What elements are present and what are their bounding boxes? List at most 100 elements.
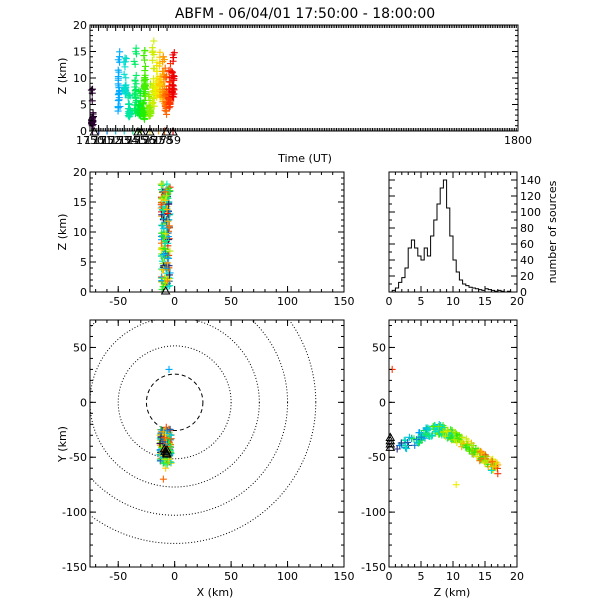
y-tick-label: 100 [520,206,541,219]
y-tick-label: -150 [62,561,87,574]
time-source-marker [121,58,129,66]
ground-triangle [385,442,396,451]
histogram-line [389,179,517,293]
time-source-marker [170,90,178,98]
range-ring [117,345,232,460]
zy-source-marker [492,458,500,466]
ground-triangle [385,439,396,448]
zy-source-marker [462,435,470,443]
xz-source-marker [162,196,170,204]
time-source-marker [141,47,149,55]
xz-source-marker [162,192,170,200]
time-source-marker [148,98,156,106]
time-source-marker [140,56,148,64]
xz-source-marker [165,271,173,279]
zy-source-marker [481,457,489,465]
x-tick-label: 0 [171,570,178,583]
time-source-marker [141,67,149,75]
xz-source-marker [159,206,167,214]
y-tick-label: 140 [520,174,541,187]
zy-source-marker [413,438,421,446]
time-source-marker [160,56,168,64]
xz-source-marker [163,277,171,285]
xz-source-marker [162,236,170,244]
y-tick-label: 10 [73,226,87,239]
time-source-marker [126,92,134,100]
time-source-marker [166,99,174,107]
time-source-marker [163,73,171,81]
plan-source-marker [160,434,168,442]
zy-source-marker [451,429,459,437]
xz-source-marker [158,222,166,230]
plan-source-marker [166,425,174,433]
plan-inner [90,320,317,544]
y-tick-label: 15 [73,196,87,209]
zy-source-marker [494,470,502,478]
xz-source-marker [162,240,170,248]
zy-source-marker [429,423,437,431]
time-height-panel: 1750175117521753175417551756175717581759… [73,19,532,147]
range-ring [145,373,204,432]
zy-source-marker [441,432,449,440]
y-tick-label: 50 [372,341,386,354]
xz-source-marker [160,245,168,253]
range-ring [90,320,260,488]
zy-source-marker [470,448,478,456]
time-source-marker [135,87,143,95]
time-source-marker [132,93,140,101]
zy-source-marker [417,433,425,441]
y-tick-label: -50 [69,451,87,464]
time-source-marker [140,52,148,60]
x-tick-label: 150 [334,295,355,308]
y-tick-label: 20 [520,270,534,283]
time-source-marker [153,67,161,75]
zy-source-marker [468,441,476,449]
xz-source-marker [158,221,166,229]
histogram-y-label: number of sources [546,180,559,283]
y-tick-label: -100 [361,506,386,519]
xz-source-marker [165,222,173,230]
time-source-marker [148,56,156,64]
time-source-marker [161,102,169,110]
zy-source-marker [487,466,495,474]
x-tick-label: 1751 [85,134,113,147]
time-source-marker [131,60,139,68]
ground-triangle [161,447,172,457]
zy-source-marker [450,436,458,444]
time-source-marker [141,62,149,70]
zy-source-marker [422,424,430,432]
zy-source-marker [426,432,434,440]
y-tick-label: 0 [520,286,527,299]
xz-z-label: Z (km) [56,214,69,251]
y-tick-label: 120 [520,190,541,203]
x-tick-label: 50 [224,295,238,308]
zy-source-marker [473,452,481,460]
xz-source-marker [162,264,170,272]
plan-source-marker [157,433,165,441]
xz-source-marker [165,200,173,208]
time-source-marker [140,115,148,123]
x-tick-label: 1750 [76,134,104,147]
zy-source-marker [462,444,470,452]
x-tick-label: 1757 [136,134,164,147]
time-source-marker [122,90,130,98]
x-tick-label: 15 [478,295,492,308]
time-source-marker [161,91,169,99]
plan-x-label: X (km) [197,586,234,599]
time-source-marker [132,48,140,56]
zy-source-marker [472,444,480,452]
time-source-marker [116,48,124,56]
zy-source-marker [466,447,474,455]
zy-source-marker [476,448,484,456]
x-tick-label: 1752 [93,134,121,147]
zy-projection-panel: 0 5 10 15 20 -150 -100 -50 0 50 [361,319,524,583]
time-source-marker [150,102,158,110]
xz-projection-panel: -50 0 50 100 150 0 5 10 15 20 [73,166,355,308]
time-source-marker [120,70,128,78]
y-tick-label: 0 [80,125,87,138]
time-source-marker [159,53,167,61]
zy-source-marker [430,422,438,430]
y-tick-label: 60 [520,238,534,251]
zy-source-marker [488,458,496,466]
